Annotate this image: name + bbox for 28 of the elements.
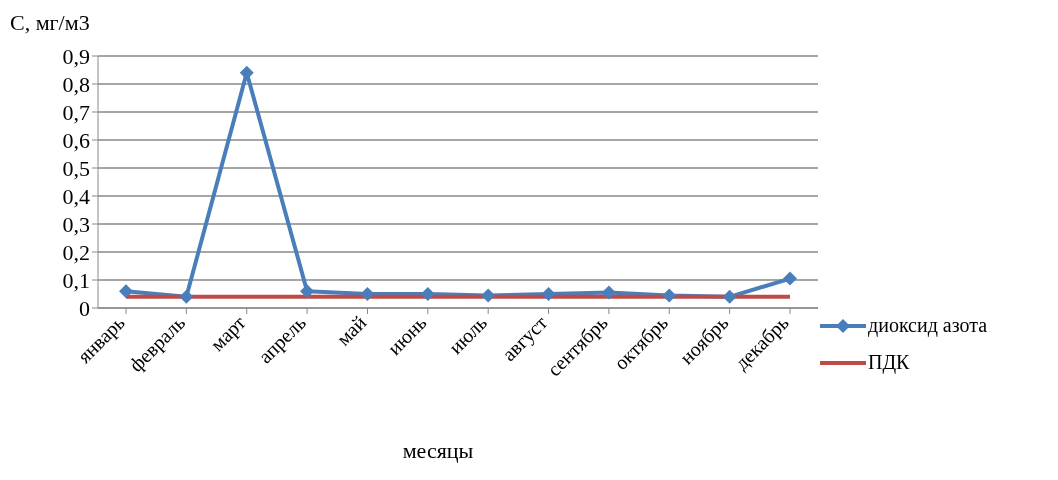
x-tick-label: май	[332, 311, 371, 350]
y-tick-label: 0,9	[62, 43, 90, 69]
point	[420, 287, 435, 301]
x-axis-title: месяцы	[401, 438, 475, 464]
point	[360, 287, 375, 301]
y-axis-title: C, мг/м3	[10, 10, 90, 36]
y-tick-label: 0,6	[62, 127, 90, 153]
y-tick-label: 0,8	[62, 71, 90, 97]
y-tick-label: 0,4	[62, 183, 90, 209]
y-tick-label: 0	[79, 295, 90, 321]
legend-label: ПДК	[868, 351, 910, 374]
point	[541, 287, 556, 301]
point	[119, 284, 133, 299]
point	[300, 284, 315, 299]
x-tick-label: март	[205, 311, 251, 356]
point	[481, 288, 496, 303]
point	[722, 289, 737, 304]
y-tick-label: 0,5	[62, 155, 90, 181]
x-tick-label: июль	[444, 311, 492, 359]
point	[179, 289, 194, 304]
point	[662, 288, 677, 303]
legend-label: диоксид азота	[868, 314, 988, 337]
point	[601, 285, 616, 300]
y-tick-label: 0,7	[62, 99, 90, 125]
y-tick-label: 0,3	[62, 211, 90, 237]
y-tick-label: 0,1	[62, 267, 90, 293]
point	[783, 271, 797, 286]
y-tick-label: 0,2	[62, 239, 90, 265]
